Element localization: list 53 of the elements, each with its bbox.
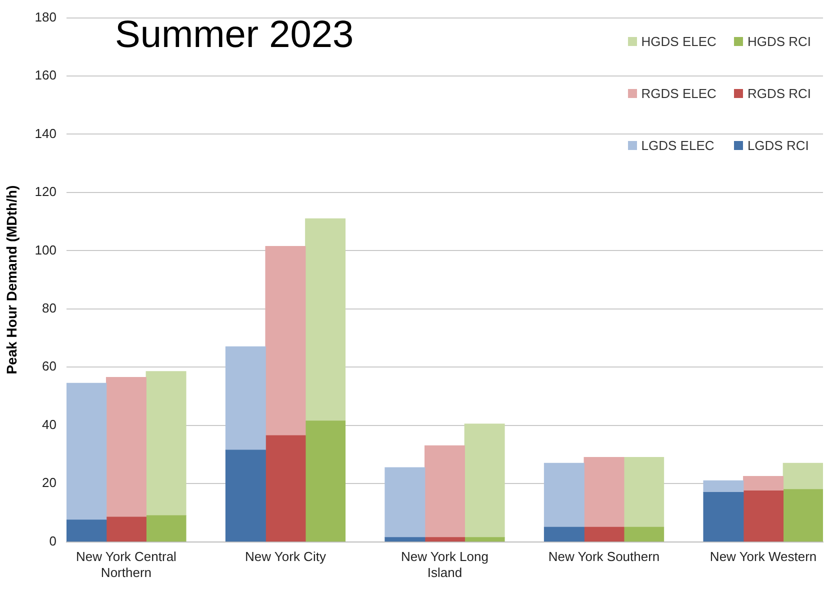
y-tick-label: 0 xyxy=(49,533,56,548)
bar xyxy=(584,526,624,542)
y-tick-label: 20 xyxy=(42,475,56,490)
bar xyxy=(146,515,186,542)
y-tick-label: 100 xyxy=(34,242,56,258)
bar xyxy=(265,435,306,542)
bar xyxy=(464,424,505,538)
bar xyxy=(544,462,584,528)
bar xyxy=(305,218,346,422)
bar xyxy=(743,476,784,492)
legend-label: LGDS ELEC xyxy=(641,138,714,153)
bar xyxy=(384,467,426,538)
bar xyxy=(624,526,664,542)
bar xyxy=(384,537,426,542)
x-tick-label: New York Western xyxy=(710,549,817,564)
x-tick-label: New York Long Island xyxy=(401,549,488,580)
bar xyxy=(782,462,823,490)
bar xyxy=(265,246,306,436)
y-tick-label: 120 xyxy=(34,184,56,200)
bar xyxy=(782,489,823,542)
bar xyxy=(743,490,784,542)
bar xyxy=(225,346,266,450)
bar xyxy=(66,520,107,542)
bar xyxy=(584,457,624,528)
y-tick-label: 80 xyxy=(42,300,56,316)
y-tick-label: 160 xyxy=(34,68,56,83)
bar xyxy=(424,537,465,542)
y-axis-title: Peak Hour Demand (MDth/h) xyxy=(3,185,20,374)
bar xyxy=(703,492,744,542)
x-tick-label: New York Central Northern xyxy=(76,549,177,580)
bar xyxy=(305,420,346,542)
bar xyxy=(106,516,146,542)
bar xyxy=(146,371,186,516)
y-tick-label: 140 xyxy=(34,126,56,141)
bar xyxy=(66,382,107,520)
y-tick-label: 60 xyxy=(42,358,56,374)
chart-title: Summer 2023 xyxy=(115,14,354,57)
legend-label: HGDS ELEC xyxy=(641,34,716,49)
legend-label: LGDS RCI xyxy=(747,138,809,153)
bar xyxy=(544,526,584,542)
bar xyxy=(464,537,505,542)
y-tick-label: 180 xyxy=(34,9,56,24)
bar xyxy=(703,480,744,493)
y-tick-label: 40 xyxy=(42,416,56,432)
legend-label: RGDS ELEC xyxy=(641,86,716,101)
legend-label: RGDS RCI xyxy=(747,86,811,101)
bar xyxy=(424,445,465,538)
x-tick-label: New York City xyxy=(245,549,326,564)
legend-label: HGDS RCI xyxy=(747,34,811,49)
bar xyxy=(106,376,146,518)
x-tick-label: New York Southern xyxy=(548,549,660,564)
bar xyxy=(225,450,266,542)
bar xyxy=(624,457,664,528)
